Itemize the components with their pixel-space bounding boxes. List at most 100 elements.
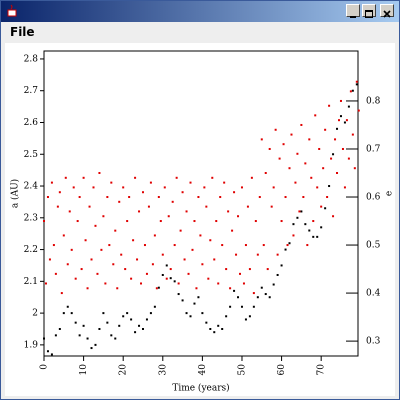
data-point (199, 234, 202, 237)
data-point (248, 315, 251, 318)
data-point (201, 312, 204, 315)
data-point (219, 196, 222, 199)
data-point (343, 186, 346, 189)
data-point (140, 282, 143, 285)
y-tick-label: 2.5 (24, 150, 39, 160)
data-point (106, 196, 109, 199)
data-point (353, 167, 356, 170)
data-point (286, 244, 289, 247)
y-tick-label: 2.7 (24, 86, 39, 96)
data-point (163, 186, 166, 189)
data-point (173, 280, 176, 283)
data-point (254, 220, 257, 223)
data-point (276, 273, 279, 276)
data-point (100, 248, 103, 251)
data-point (248, 268, 251, 271)
data-point (268, 147, 271, 150)
chart-background (5, 43, 395, 396)
data-point (322, 167, 325, 170)
data-point (90, 258, 93, 261)
data-point (296, 152, 299, 155)
data-point (197, 196, 200, 199)
data-point (296, 216, 299, 219)
data-point (288, 167, 291, 170)
data-point (298, 210, 301, 213)
data-point (165, 277, 168, 280)
y2-tick-label: 0.3 (366, 337, 381, 347)
data-point (201, 263, 204, 266)
data-point (177, 293, 180, 296)
data-point (50, 181, 53, 184)
data-point (300, 123, 303, 126)
data-point (252, 305, 255, 308)
data-point (64, 176, 67, 179)
close-button[interactable] (380, 4, 394, 18)
data-point (308, 138, 311, 141)
data-point (145, 272, 148, 275)
data-point (330, 157, 333, 160)
data-point (143, 244, 146, 247)
data-point (288, 242, 291, 245)
data-point (134, 331, 137, 334)
data-point (134, 176, 137, 179)
data-point (351, 133, 354, 136)
data-point (141, 191, 144, 194)
data-point (239, 272, 242, 275)
data-point (118, 200, 121, 203)
x-tick-label: 0 (40, 364, 50, 370)
data-point (256, 253, 259, 256)
data-point (161, 273, 164, 276)
data-point (114, 229, 117, 232)
data-point (138, 210, 141, 213)
data-point (181, 191, 184, 194)
maximize-button[interactable] (362, 4, 376, 18)
data-point (98, 327, 101, 330)
data-point (66, 263, 69, 266)
y-tick-label: 1.9 (24, 340, 39, 350)
data-point (270, 205, 273, 208)
data-point (250, 176, 253, 179)
data-point (278, 157, 281, 160)
data-point (161, 253, 164, 256)
data-point (108, 244, 111, 247)
data-point (318, 147, 321, 150)
data-point (122, 315, 125, 318)
data-point (153, 305, 156, 308)
data-point (132, 239, 135, 242)
data-point (189, 315, 192, 318)
minimize-button[interactable] (346, 4, 360, 18)
title-bar (1, 1, 399, 22)
data-point (106, 321, 109, 324)
y-tick-label: 2.3 (24, 213, 39, 223)
data-point (282, 143, 285, 146)
data-point (54, 272, 57, 275)
data-point (332, 153, 335, 156)
data-point (316, 235, 319, 238)
data-point (151, 263, 154, 266)
x-tick-label: 70 (317, 364, 327, 376)
data-point (46, 350, 49, 353)
data-point (229, 305, 232, 308)
data-point (90, 347, 93, 350)
data-point (240, 305, 243, 308)
data-point (304, 162, 307, 165)
data-point (343, 121, 346, 124)
data-point (183, 258, 186, 261)
data-point (102, 312, 105, 315)
data-point (326, 196, 329, 199)
data-point (193, 220, 196, 223)
menu-item[interactable]: File (10, 25, 35, 39)
data-point (349, 90, 352, 93)
data-point (280, 264, 283, 267)
data-point (44, 282, 47, 285)
data-point (274, 128, 277, 131)
data-point (177, 282, 180, 285)
data-point (82, 324, 85, 327)
data-point (76, 220, 79, 223)
data-point (149, 312, 152, 315)
y-tick-label: 2.1 (24, 277, 38, 287)
data-point (157, 286, 160, 289)
data-point (304, 223, 307, 226)
data-point (264, 293, 267, 296)
